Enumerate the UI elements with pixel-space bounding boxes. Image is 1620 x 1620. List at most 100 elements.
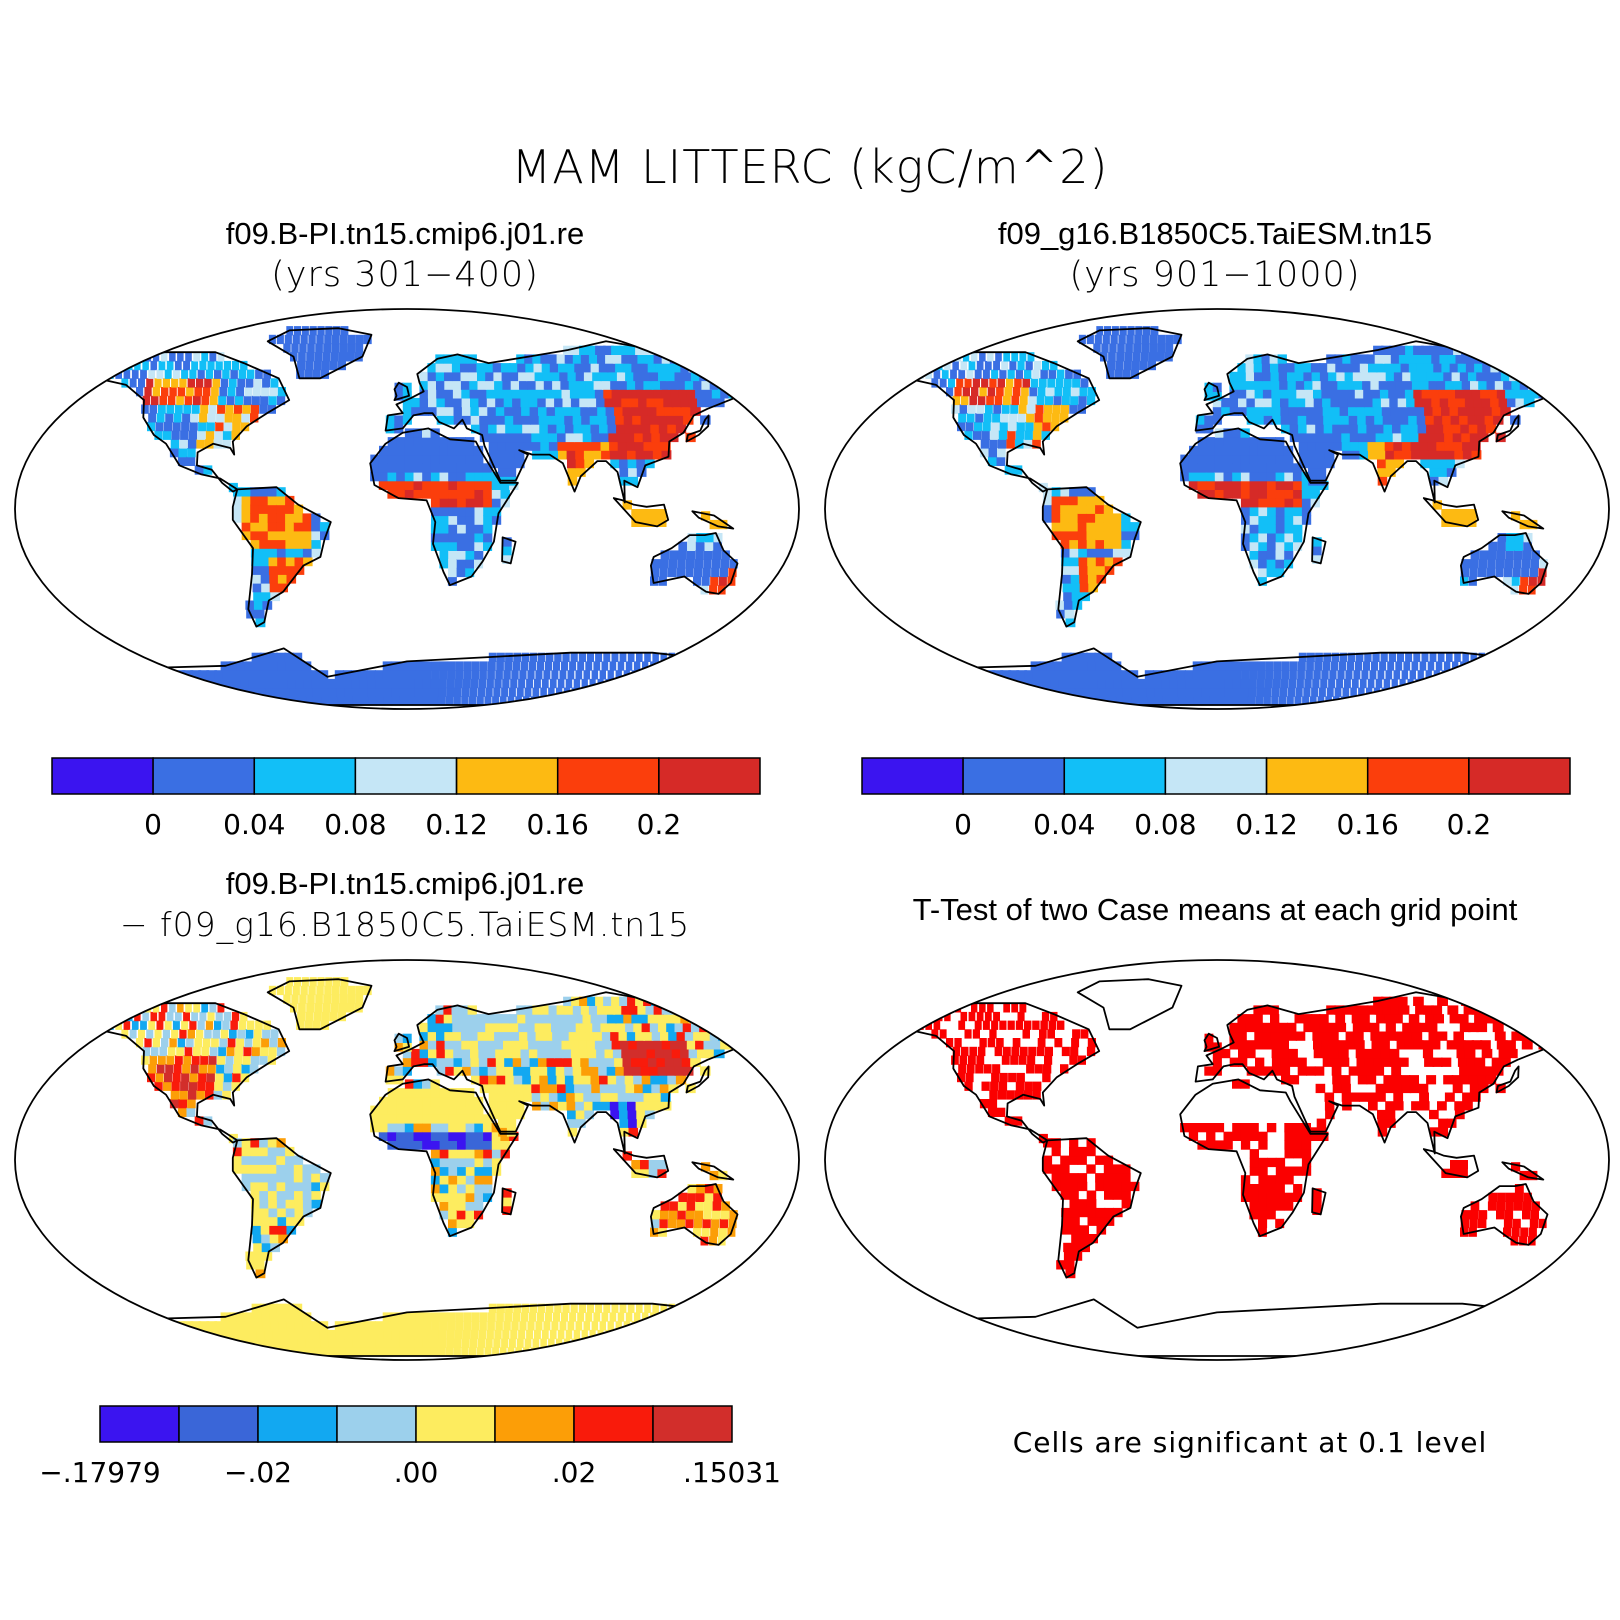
map4-coastline-uk	[1203, 1032, 1220, 1052]
map1-coastline-uk	[393, 381, 410, 401]
cbar2-tick-label-1: 0.04	[1033, 808, 1095, 841]
map4-land-southamerica	[1042, 1138, 1140, 1279]
map2-coastline-newguinea	[1501, 510, 1545, 530]
map4-coastline-africa	[1179, 1078, 1329, 1238]
cbar2-swatch-2	[1063, 757, 1167, 795]
map3-coastline-uk	[393, 1032, 410, 1052]
panel1-subtitle: (yrs 301−400)	[271, 255, 539, 295]
map4-coastline-eurasia	[1194, 991, 1589, 1155]
map4-coastline-madagascar	[1311, 1187, 1327, 1216]
cbar1-tick-label-4: 0.16	[527, 808, 589, 841]
significance-note: Cells are significant at 0.1 level	[1012, 1426, 1488, 1459]
map-panel-difference	[14, 959, 800, 1361]
map2-land-madagascar	[1312, 537, 1322, 564]
map3-coastline-newguinea	[691, 1161, 735, 1181]
cbar3-swatch-6	[573, 1405, 654, 1443]
cbar3-swatch-5	[494, 1405, 575, 1443]
map1-coastline-australia	[650, 532, 739, 595]
cbar2-tick-label-3: 0.12	[1235, 808, 1297, 841]
map1-land-southamerica	[232, 487, 330, 628]
map1-land-greenland	[268, 326, 372, 379]
map4-land-australia	[1460, 1184, 1547, 1246]
cbar3-swatch-4	[415, 1405, 496, 1443]
colorbar-case2: 0 0.04 0.08 0.12 0.16 0.2	[861, 757, 1571, 841]
map3-coastline-japan	[685, 1065, 710, 1094]
map3-land-africa	[370, 1079, 519, 1237]
panel1-title: f09.B-PI.tn15.cmip6.j01.re	[225, 216, 585, 251]
map2-land-africa	[1180, 428, 1329, 586]
map1-coastline-indonesia	[612, 497, 670, 528]
cbar2-tick-label-5: 0.2	[1447, 808, 1492, 841]
map3-outline	[14, 959, 800, 1361]
panel2-title: f09_g16.B1850C5.TaiESM.tn15	[997, 216, 1433, 251]
map4-coastline-northamerica	[875, 1002, 1101, 1144]
cbar3-tick-label-0: −.17979	[39, 1456, 160, 1489]
cbar2-tick-label-2: 0.08	[1134, 808, 1196, 841]
cbar2-swatch-1	[962, 757, 1065, 795]
map2-coastline-northamerica	[875, 351, 1101, 493]
cbar2-swatch-5	[1366, 757, 1470, 795]
map-panel-ttest	[824, 959, 1610, 1361]
cbar1-swatch-4	[455, 757, 559, 795]
map2-coastline-africa	[1179, 427, 1329, 587]
cbar3-tick-label-1: −.02	[224, 1456, 292, 1489]
map2-land-northamerica	[876, 352, 1096, 493]
map1-outline	[14, 308, 800, 710]
map2-coastline-australia	[1460, 532, 1549, 595]
cbar3-tick-label-4: .15031	[683, 1456, 781, 1489]
map2-coastline-greenland	[1076, 327, 1183, 380]
map1-coastline-madagascar	[501, 536, 517, 565]
cbar2-swatch-6	[1468, 757, 1571, 795]
map4-outline	[824, 959, 1610, 1361]
map2-coastline-eurasia	[1194, 340, 1589, 504]
map1-coastline-newguinea	[691, 510, 735, 530]
cbar3-swatch-3	[336, 1405, 417, 1443]
map4-land-japan	[1495, 1083, 1506, 1094]
map3-land-madagascar	[502, 1188, 512, 1215]
map1-coastline-japan	[685, 414, 710, 443]
map2-outline	[824, 308, 1610, 710]
cbar3-swatch-1	[178, 1405, 259, 1443]
cbar3-tick-label-2: .00	[394, 1456, 439, 1489]
cbar2-swatch-4	[1265, 757, 1369, 795]
map1-land-madagascar	[502, 537, 512, 564]
map4-coastline-indonesia	[1422, 1148, 1480, 1179]
cbar1-tick-label-3: 0.12	[425, 808, 487, 841]
map-panel-case1	[14, 308, 800, 710]
cbar3-tick-label-3: .02	[552, 1456, 597, 1489]
map1-coastline-greenland	[266, 327, 373, 380]
map3-coastline-greenland	[266, 978, 373, 1031]
cbar1-tick-label-0: 0	[144, 808, 162, 841]
map2-coastline-japan	[1495, 414, 1520, 443]
map3-coastline-indonesia	[612, 1148, 670, 1179]
cbar1-swatch-1	[152, 757, 255, 795]
map2-coastline-uk	[1203, 381, 1220, 401]
map-panel-case2	[824, 308, 1610, 710]
map1-coastline-southamerica	[231, 486, 332, 628]
figure-title: MAM LITTERC (kgC/m^2)	[511, 140, 1109, 194]
map2-coastline-indonesia	[1422, 497, 1480, 528]
map4-coastline-southamerica	[1041, 1137, 1142, 1279]
map3-coastline-southamerica	[231, 1137, 332, 1279]
map4-coastline-greenland	[1076, 978, 1183, 1031]
map1-coastline-eurasia	[384, 340, 779, 504]
map2-coastline-southamerica	[1041, 486, 1142, 628]
map4-land-africa	[1180, 1079, 1329, 1237]
cbar2-swatch-3	[1164, 757, 1268, 795]
map4-coastline-newguinea	[1501, 1161, 1545, 1181]
map4-coastline-australia	[1460, 1183, 1549, 1246]
map1-coastline-africa	[369, 427, 519, 587]
map3-coastline-africa	[369, 1078, 519, 1238]
panel4-title: T-Test of two Case means at each grid po…	[912, 892, 1518, 927]
map4-land-madagascar	[1312, 1188, 1322, 1215]
cbar3-swatch-0	[99, 1405, 180, 1443]
cbar1-swatch-0	[51, 757, 154, 795]
cbar1-swatch-2	[253, 757, 357, 795]
panel2-subtitle: (yrs 901−1000)	[1069, 255, 1361, 295]
map3-coastline-madagascar	[501, 1187, 517, 1216]
map3-land-southamerica	[232, 1138, 330, 1279]
cbar2-tick-label-0: 0	[954, 808, 972, 841]
map3-land-greenland	[268, 977, 372, 1030]
cbar1-tick-label-2: 0.08	[324, 808, 386, 841]
map3-coastline-northamerica	[65, 1002, 291, 1144]
